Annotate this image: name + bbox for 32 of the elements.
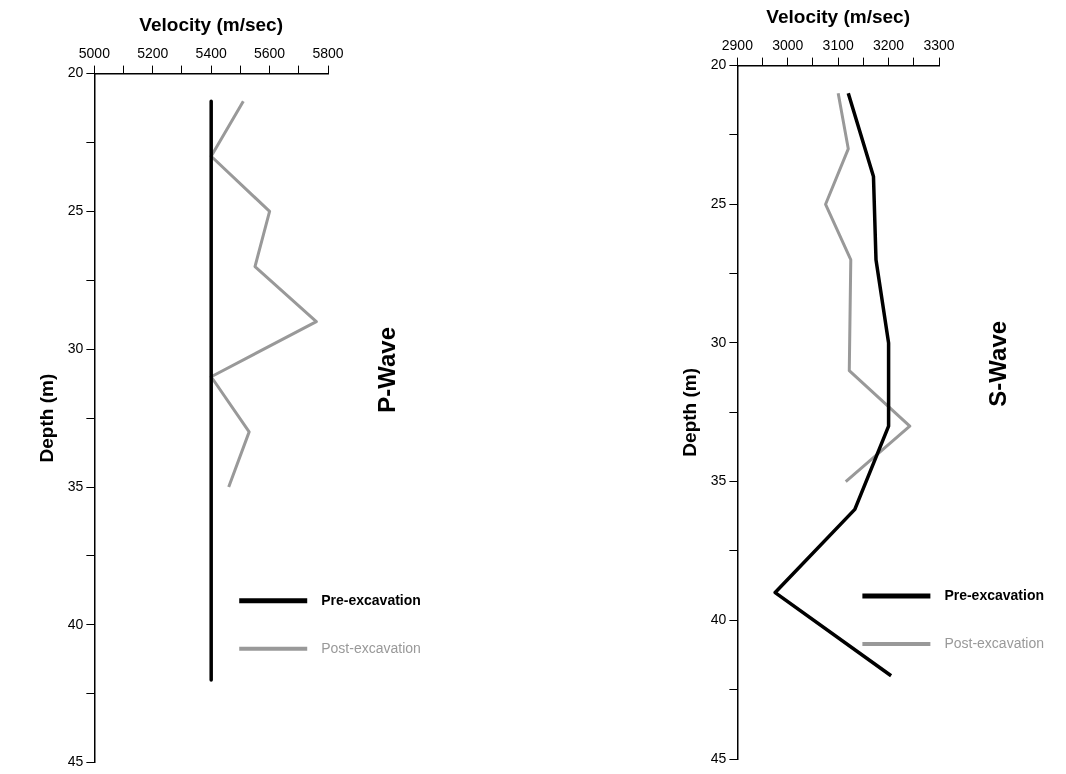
x-axis-title: Velocity (m/sec) [139,13,283,35]
y-tick-label: 25 [67,202,84,219]
x-tick-label: 5400 [195,45,227,62]
legend-label: Pre-excavation [944,586,1044,603]
legend-label: Post-excavation [944,634,1044,651]
y-tick-label: 35 [67,477,84,494]
x-tick-label: 3300 [923,37,955,54]
x-tick-label: 2900 [721,37,754,54]
y-tick-label: 20 [710,56,727,73]
y-tick-label: 35 [710,472,727,489]
y-tick-label: 40 [710,611,727,628]
y-tick-label: 20 [67,64,84,81]
text: P-Wave [372,326,400,413]
text: S-Wave [983,320,1011,407]
x-tick-label: 3200 [873,37,905,54]
legend-label: Pre-excavation [321,591,421,608]
y-tick-label: 30 [67,340,84,357]
y-tick-label: 25 [710,195,727,212]
x-tick-label: 3000 [772,37,804,54]
x-tick-label: 5200 [137,45,169,62]
x-tick-label: 5000 [78,45,111,62]
y-tick-label: 45 [710,749,727,766]
y-axis-title: Depth (m) [35,373,57,463]
legend-label: Post-excavation [321,639,421,656]
y-tick-label: 40 [67,615,84,632]
x-axis-title: Velocity (m/sec) [766,5,910,27]
x-tick-label: 5600 [254,45,286,62]
y-tick-label: 30 [710,333,727,350]
y-tick-label: 45 [67,753,84,770]
x-tick-label: 5800 [312,45,344,62]
y-axis-title: Depth (m) [678,367,700,457]
x-tick-label: 3100 [822,37,854,54]
